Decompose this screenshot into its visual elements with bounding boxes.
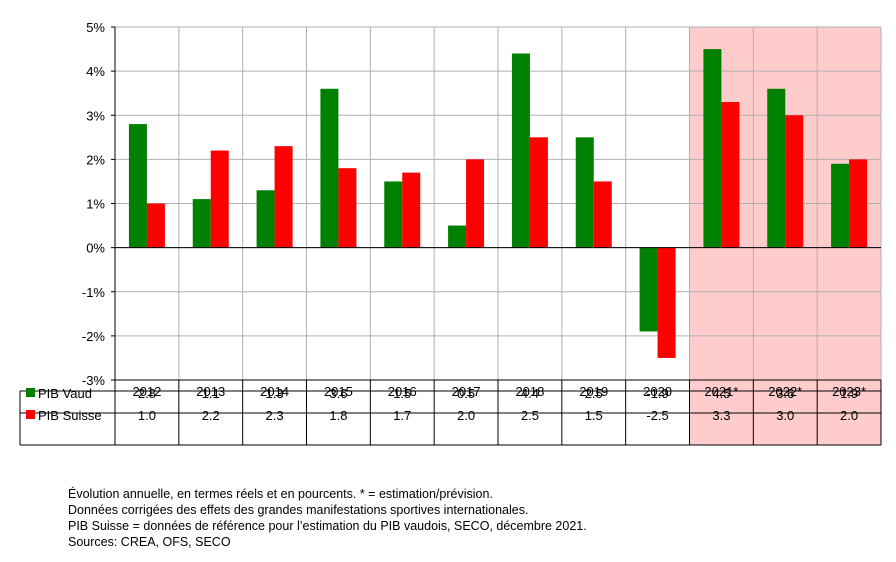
footnotes: Évolution annuelle, en termes réels et e… xyxy=(68,486,587,550)
category-label: 2023* xyxy=(832,384,866,399)
data-table-value: 3.0 xyxy=(776,408,794,423)
data-table-value: 2.5 xyxy=(521,408,539,423)
category-label: 2016 xyxy=(388,384,417,399)
data-table-value: 1.1 xyxy=(202,386,220,401)
data-table-value: 2.0 xyxy=(457,408,475,423)
bar-pib-vaud xyxy=(831,163,850,248)
data-table-value: 3.6 xyxy=(329,386,347,401)
category-label: 2014 xyxy=(260,384,289,399)
y-tick-label: 5% xyxy=(86,20,105,35)
category-label: 2021* xyxy=(704,384,738,399)
y-tick-label: 3% xyxy=(86,108,105,123)
bar-pib-suisse xyxy=(210,150,229,248)
bar-pib-suisse xyxy=(721,102,740,248)
bar-pib-suisse xyxy=(785,115,804,248)
category-label: 2019 xyxy=(579,384,608,399)
data-table-value: 4.4 xyxy=(521,386,539,401)
y-tick-label: -3% xyxy=(82,373,106,388)
category-label: 2017 xyxy=(452,384,481,399)
bar-pib-vaud xyxy=(767,88,786,248)
bar-pib-suisse xyxy=(657,247,676,358)
y-tick-label: 2% xyxy=(86,152,105,167)
data-table-value: 2.2 xyxy=(202,408,220,423)
bar-pib-vaud xyxy=(128,124,147,248)
category-label: 2013 xyxy=(196,384,225,399)
footnote-line: Données corrigées des effets des grandes… xyxy=(68,503,529,517)
y-tick-label: 4% xyxy=(86,64,105,79)
bar-pib-suisse xyxy=(274,146,293,248)
data-table-value: 4.5 xyxy=(712,386,730,401)
bar-pib-vaud xyxy=(256,190,275,248)
category-label: 2015 xyxy=(324,384,353,399)
data-table-value: 2.0 xyxy=(840,408,858,423)
bar-pib-vaud xyxy=(384,181,403,248)
bar-pib-suisse xyxy=(338,168,357,248)
data-table-value: 2.3 xyxy=(266,408,284,423)
gdp-growth-chart: 5% 4% 3% 2% 1% 0% -1% -2% -3% 2012 2013 2014 2015 201… xyxy=(19,20,882,446)
bar-pib-vaud xyxy=(639,247,658,332)
bar-pib-suisse xyxy=(593,181,612,248)
bar-pib-vaud xyxy=(192,199,211,248)
footnote-line: Évolution annuelle, en termes réels et e… xyxy=(68,487,493,501)
data-table-value: 2.5 xyxy=(585,386,603,401)
data-table-value: -2.5 xyxy=(646,408,668,423)
category-label: 2020 xyxy=(643,384,672,399)
data-table-value: 1.8 xyxy=(329,408,347,423)
data-table-value: 0.5 xyxy=(457,386,475,401)
data-table-value: 1.5 xyxy=(393,386,411,401)
legend-label: PIB Suisse xyxy=(38,408,102,423)
y-tick-label: -2% xyxy=(82,329,106,344)
bar-pib-suisse xyxy=(529,137,548,248)
category-label: 2018 xyxy=(515,384,544,399)
bar-pib-vaud xyxy=(575,137,594,248)
data-table-value: 1.9 xyxy=(840,386,858,401)
bar-pib-suisse xyxy=(466,159,485,248)
legend-label: PIB Vaud xyxy=(38,386,92,401)
category-label: 2012 xyxy=(132,384,161,399)
footnote-line: PIB Suisse = données de référence pour l… xyxy=(68,519,587,533)
footnote-line: Sources: CREA, OFS, SECO xyxy=(68,535,231,549)
data-table-value: 2.8 xyxy=(138,386,156,401)
legend-swatch xyxy=(26,410,35,419)
legend-swatch xyxy=(26,388,35,397)
data-table-value: -1.9 xyxy=(646,386,668,401)
y-tick-label: 1% xyxy=(86,197,105,212)
bar-pib-vaud xyxy=(448,225,467,248)
bar-pib-suisse xyxy=(402,172,421,248)
data-table-value: 3.3 xyxy=(712,408,730,423)
data-table-value: 1.7 xyxy=(393,408,411,423)
data-table-value: 1.5 xyxy=(585,408,603,423)
bar-pib-vaud xyxy=(320,88,339,248)
bar-pib-vaud xyxy=(511,53,530,248)
y-tick-label: 0% xyxy=(86,241,105,256)
bar-pib-vaud xyxy=(703,49,722,248)
data-table-value: 1.3 xyxy=(266,386,284,401)
category-label: 2022* xyxy=(768,384,802,399)
bar-pib-suisse xyxy=(146,203,165,248)
bar-pib-suisse xyxy=(849,159,868,248)
data-table-value: 3.6 xyxy=(776,386,794,401)
data-table-value: 1.0 xyxy=(138,408,156,423)
y-tick-label: -1% xyxy=(82,285,106,300)
